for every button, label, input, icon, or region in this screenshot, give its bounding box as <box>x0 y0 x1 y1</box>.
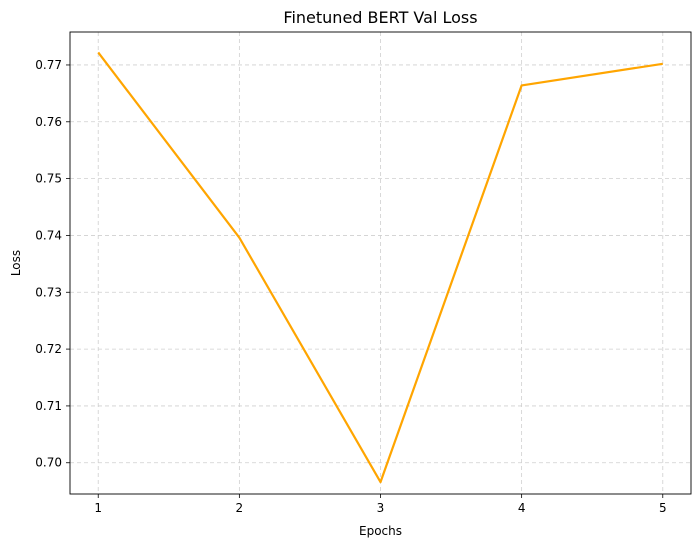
series-line-val-loss <box>97 51 663 484</box>
y-tick-label: 0.76 <box>35 115 62 129</box>
series-layer <box>97 51 663 484</box>
grid <box>70 32 691 494</box>
y-tick-label: 0.72 <box>35 342 62 356</box>
chart-title: Finetuned BERT Val Loss <box>283 8 477 27</box>
y-axis-label: Loss <box>9 250 23 276</box>
y-tick-label: 0.74 <box>35 228 62 242</box>
y-axis: 0.70 0.71 0.72 0.73 0.74 0.75 0.76 0.77 <box>35 58 70 470</box>
x-tick-label: 2 <box>236 501 244 515</box>
y-tick-label: 0.73 <box>35 285 62 299</box>
x-axis-label: Epochs <box>359 524 402 538</box>
x-tick-label: 3 <box>377 501 385 515</box>
x-axis: 1 2 3 4 5 <box>94 494 667 515</box>
y-tick-label: 0.75 <box>35 172 62 186</box>
x-tick-label: 5 <box>659 501 667 515</box>
x-tick-label: 4 <box>518 501 526 515</box>
x-tick-label: 1 <box>94 501 102 515</box>
y-tick-label: 0.71 <box>35 399 62 413</box>
y-tick-label: 0.77 <box>35 58 62 72</box>
y-tick-label: 0.70 <box>35 456 62 470</box>
